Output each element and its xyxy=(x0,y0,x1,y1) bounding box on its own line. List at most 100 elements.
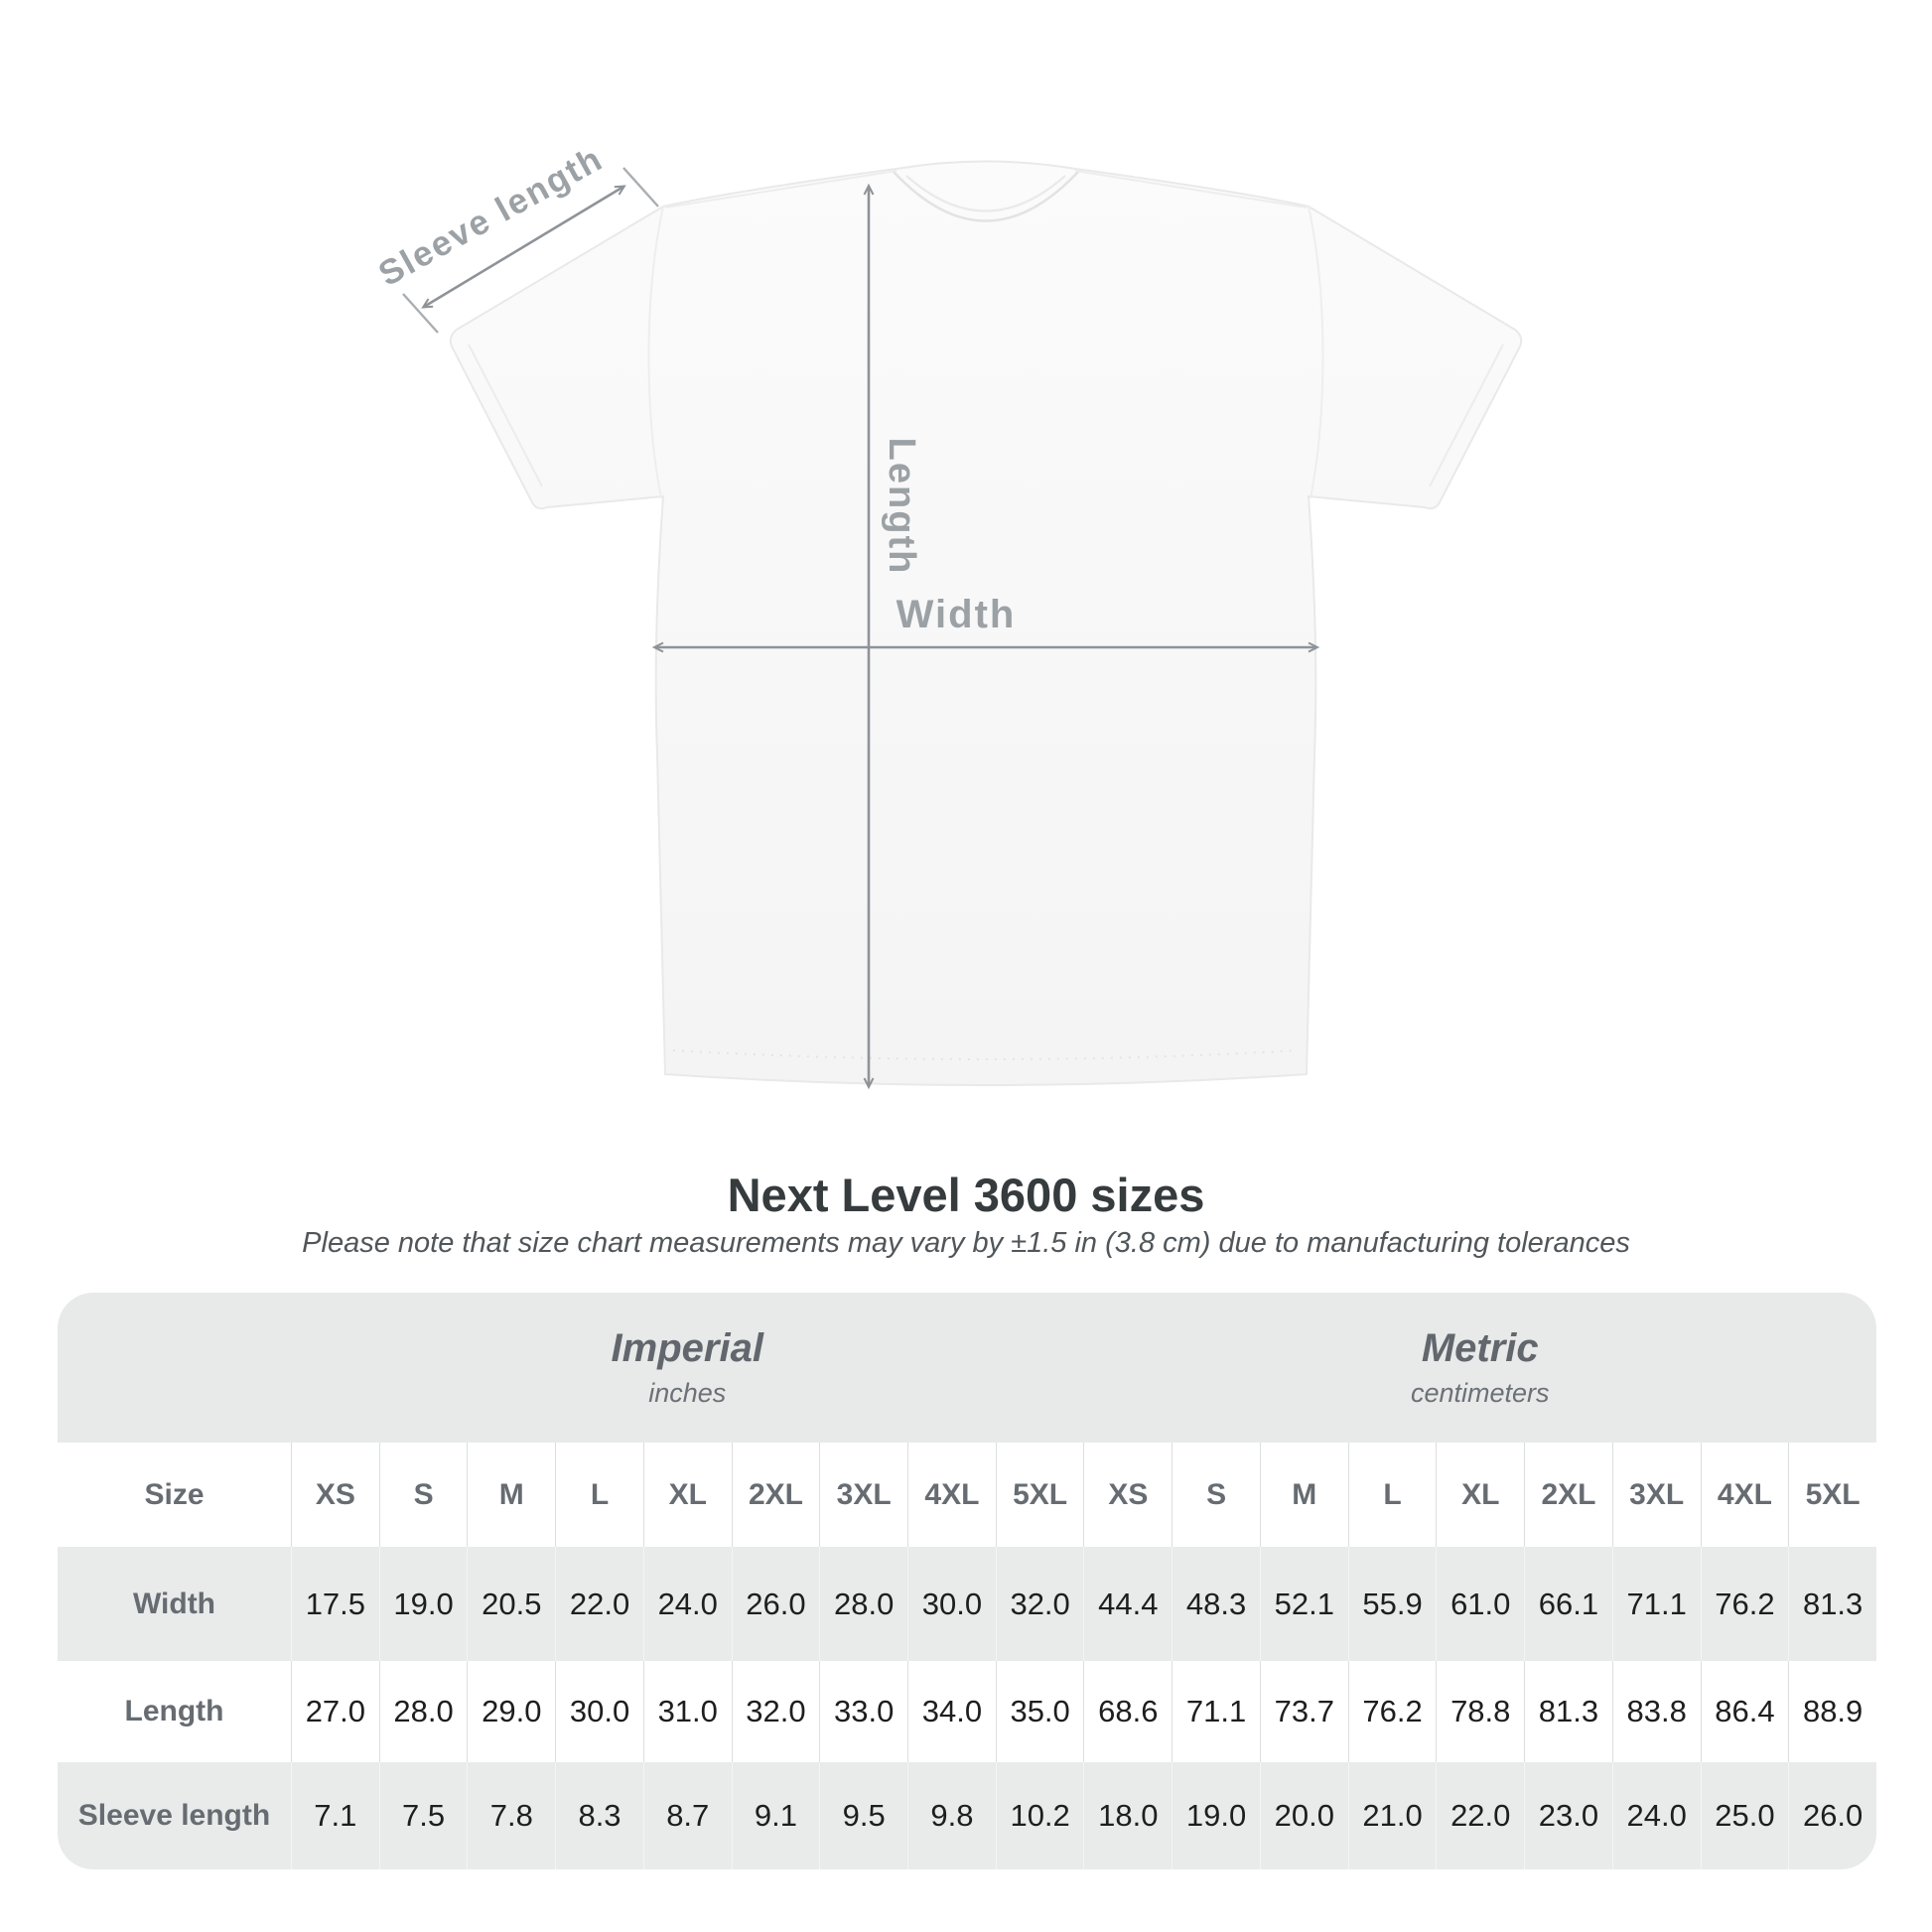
unit-group-unit: centimeters xyxy=(1410,1378,1550,1408)
value-cell: 71.1 xyxy=(1172,1661,1260,1762)
row-label: Width xyxy=(58,1547,291,1661)
unit-header-band: Imperial inches Metric centimeters xyxy=(58,1293,1876,1443)
value-cell: 30.0 xyxy=(907,1547,996,1661)
value-cell: 44.4 xyxy=(1083,1547,1173,1661)
value-cell: 7.8 xyxy=(467,1762,556,1869)
value-cell: 73.7 xyxy=(1259,1661,1348,1762)
size-col-header: M xyxy=(1259,1443,1348,1547)
value-cell: 71.1 xyxy=(1611,1547,1701,1661)
value-cell: 68.6 xyxy=(1083,1661,1173,1762)
left-cuff-stitch xyxy=(468,344,543,487)
value-cell: 76.2 xyxy=(1347,1661,1437,1762)
value-cell: 32.0 xyxy=(995,1547,1084,1661)
value-cell: 20.0 xyxy=(1259,1762,1348,1869)
value-cell: 30.0 xyxy=(555,1661,643,1762)
page-subtitle: Please note that size chart measurements… xyxy=(302,1227,1630,1259)
value-cell: 48.3 xyxy=(1172,1547,1260,1661)
value-cell: 7.1 xyxy=(291,1762,379,1869)
size-col-header: XS xyxy=(291,1443,379,1547)
value-cell: 81.3 xyxy=(1788,1547,1876,1661)
size-col-header: L xyxy=(555,1443,643,1547)
collar-inner-curve xyxy=(905,175,1066,212)
shirt-diagram-svg: Sleeve length Length Width xyxy=(372,139,1523,1090)
value-cell: 55.9 xyxy=(1347,1547,1437,1661)
size-col-header: L xyxy=(1347,1443,1437,1547)
hem-stitch xyxy=(672,1049,1300,1060)
size-col-header: 3XL xyxy=(819,1443,908,1547)
value-cell: 18.0 xyxy=(1083,1762,1173,1869)
value-cell: 22.0 xyxy=(1436,1762,1525,1869)
value-cell: 35.0 xyxy=(995,1661,1084,1762)
size-col-header: 5XL xyxy=(995,1443,1084,1547)
size-col-header: S xyxy=(1172,1443,1260,1547)
table-header-metric: Metric centimeters xyxy=(1084,1293,1877,1443)
sleeve-length-arrow xyxy=(421,185,626,309)
collar-outer-curve xyxy=(893,171,1079,222)
value-cell: 76.2 xyxy=(1700,1547,1789,1661)
size-table: Imperial inches Metric centimeters Size X… xyxy=(58,1293,1876,1869)
size-col-header: XL xyxy=(642,1443,732,1547)
value-cell: 25.0 xyxy=(1700,1762,1789,1869)
value-cell: 83.8 xyxy=(1611,1661,1701,1762)
size-col-header: XL xyxy=(1436,1443,1525,1547)
value-cell: 7.5 xyxy=(378,1762,468,1869)
length-label: Length xyxy=(881,438,922,576)
right-cuff-stitch xyxy=(1429,344,1504,487)
size-col-header: 4XL xyxy=(1700,1443,1789,1547)
value-cell: 19.0 xyxy=(1172,1762,1260,1869)
value-cell: 28.0 xyxy=(819,1547,908,1661)
value-cell: 17.5 xyxy=(291,1547,379,1661)
shirt-body-shape xyxy=(449,160,1523,1086)
value-cell: 19.0 xyxy=(378,1547,468,1661)
value-cell: 31.0 xyxy=(642,1661,732,1762)
row-label: Sleeve length xyxy=(58,1762,291,1869)
value-cell: 78.8 xyxy=(1436,1661,1525,1762)
unit-group-name: Imperial xyxy=(611,1326,763,1370)
value-cell: 61.0 xyxy=(1436,1547,1525,1661)
value-cell: 26.0 xyxy=(731,1547,820,1661)
shirt-graphic xyxy=(449,160,1523,1086)
value-cell: 8.3 xyxy=(555,1762,643,1869)
value-cell: 21.0 xyxy=(1347,1762,1437,1869)
value-cell: 8.7 xyxy=(642,1762,732,1869)
size-header-label: Size xyxy=(58,1443,291,1547)
size-col-header: 5XL xyxy=(1788,1443,1876,1547)
left-shoulder-seam xyxy=(664,170,897,208)
row-label: Length xyxy=(58,1661,291,1762)
value-cell: 22.0 xyxy=(555,1547,643,1661)
value-cell: 24.0 xyxy=(1611,1762,1701,1869)
value-cell: 32.0 xyxy=(731,1661,820,1762)
page-title: Next Level 3600 sizes xyxy=(727,1169,1205,1221)
size-col-header: 2XL xyxy=(731,1443,820,1547)
size-col-header: 3XL xyxy=(1611,1443,1701,1547)
sleeve-length-tick-outer xyxy=(402,293,439,334)
left-armhole-seam xyxy=(647,206,664,499)
size-col-header: M xyxy=(467,1443,556,1547)
size-col-header: 2XL xyxy=(1524,1443,1612,1547)
size-col-header: S xyxy=(378,1443,468,1547)
right-armhole-seam xyxy=(1308,206,1324,499)
value-cell: 33.0 xyxy=(819,1661,908,1762)
value-cell: 9.1 xyxy=(731,1762,820,1869)
sleeve-length-tick-inner xyxy=(622,167,659,207)
value-cell: 26.0 xyxy=(1788,1762,1876,1869)
value-cell: 10.2 xyxy=(995,1762,1084,1869)
value-cell: 86.4 xyxy=(1700,1661,1789,1762)
table-header-imperial: Imperial inches xyxy=(291,1293,1084,1443)
value-cell: 29.0 xyxy=(467,1661,556,1762)
value-cell: 9.5 xyxy=(819,1762,908,1869)
value-cell: 9.8 xyxy=(907,1762,996,1869)
unit-header-spacer xyxy=(58,1293,291,1443)
size-col-header: XS xyxy=(1083,1443,1173,1547)
unit-group-name: Metric xyxy=(1421,1326,1539,1370)
value-cell: 81.3 xyxy=(1524,1661,1612,1762)
value-cell: 27.0 xyxy=(291,1661,379,1762)
right-shoulder-seam xyxy=(1074,170,1308,208)
value-cell: 52.1 xyxy=(1259,1547,1348,1661)
size-col-header: 4XL xyxy=(907,1443,996,1547)
value-cell: 34.0 xyxy=(907,1661,996,1762)
value-cell: 20.5 xyxy=(467,1547,556,1661)
value-cell: 88.9 xyxy=(1788,1661,1876,1762)
width-label: Width xyxy=(897,593,1017,636)
